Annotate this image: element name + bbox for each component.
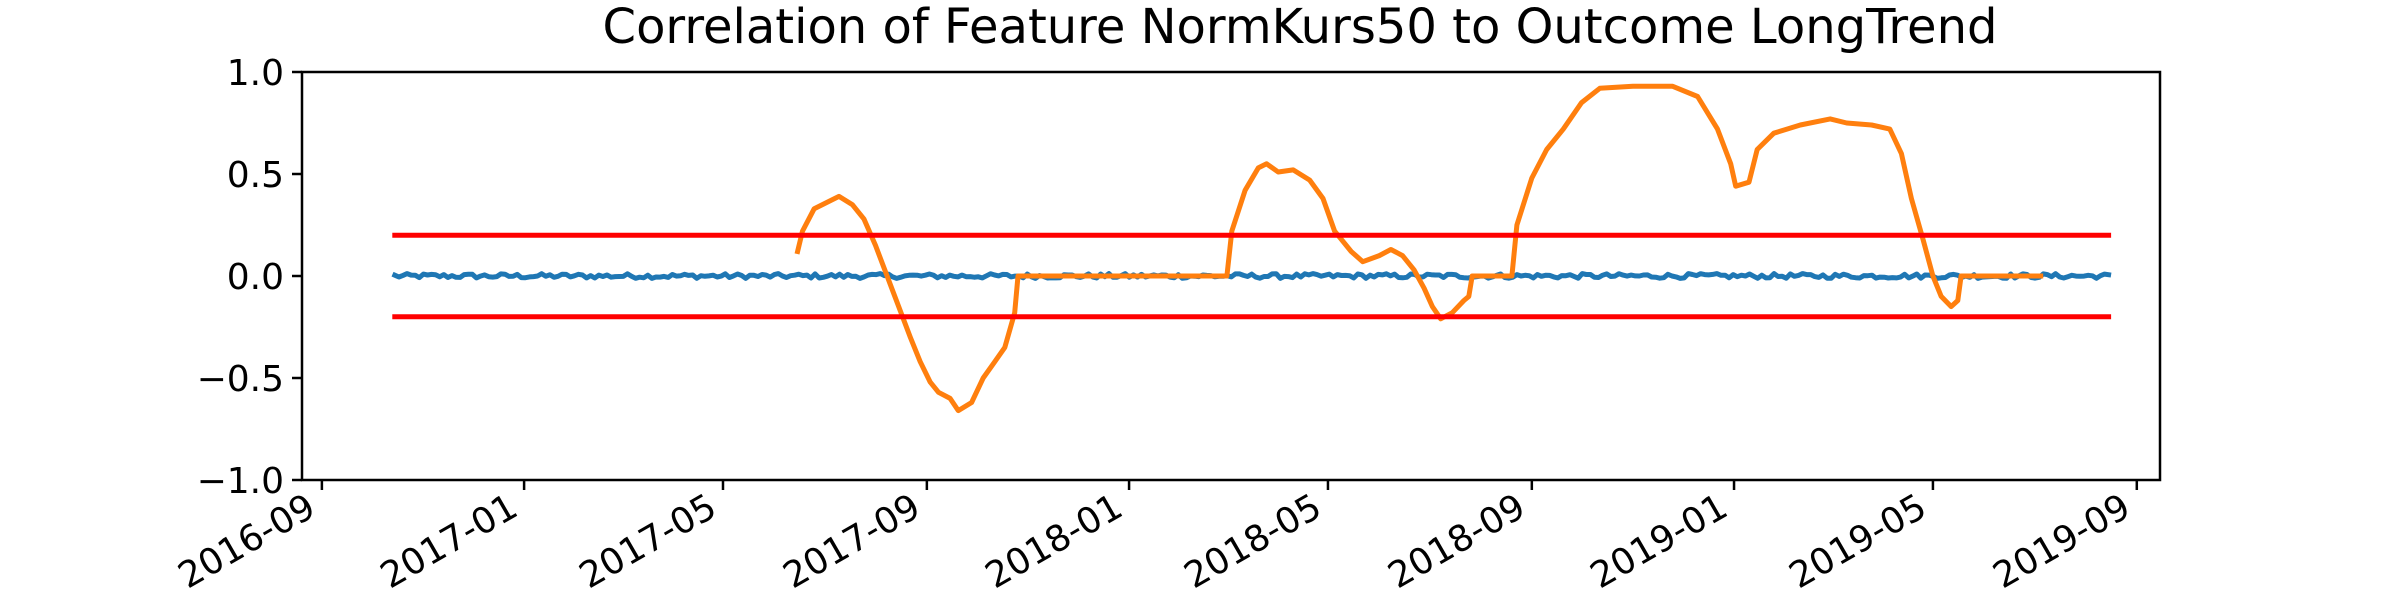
y-tick-label: 1.0 — [227, 53, 284, 94]
y-tick-label: 0.0 — [227, 257, 284, 298]
y-tick-label: 0.5 — [227, 155, 284, 196]
y-tick-label: −1.0 — [197, 461, 284, 502]
y-tick-label: −0.5 — [197, 359, 284, 400]
x-tick-label: 2018-05 — [1178, 486, 1329, 597]
series-correlation — [798, 86, 2041, 410]
plot-area — [395, 86, 2109, 410]
series-group — [395, 86, 2109, 410]
x-tick-label: 2019-05 — [1783, 486, 1934, 597]
x-tick-label: 2018-01 — [979, 486, 1130, 597]
x-tick-label: 2017-09 — [777, 486, 928, 597]
series-baseline — [395, 274, 2109, 279]
x-tick-label: 2017-01 — [374, 486, 525, 597]
x-tick-label: 2017-05 — [573, 486, 724, 597]
x-tick-label: 2019-09 — [1987, 486, 2138, 597]
x-tick-label: 2018-09 — [1382, 486, 1533, 597]
x-tick-label: 2016-09 — [172, 486, 323, 597]
x-tick-label: 2019-01 — [1584, 486, 1735, 597]
chart-title: Correlation of Feature NormKurs50 to Out… — [603, 0, 1998, 55]
